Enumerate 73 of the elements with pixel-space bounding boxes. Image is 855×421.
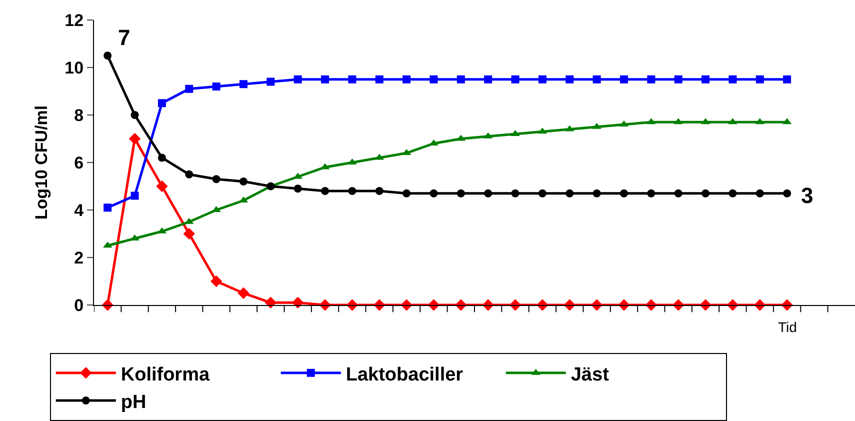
point [156, 180, 168, 192]
annotation: 7 [118, 25, 130, 50]
point [647, 189, 656, 198]
y-tick-label: 8 [74, 106, 84, 125]
point [728, 75, 737, 84]
point [128, 132, 141, 145]
point [130, 192, 139, 200]
legend-label: Laktobaciller [346, 364, 464, 386]
point [702, 75, 710, 84]
y-tick-label: 4 [74, 200, 84, 220]
point [456, 75, 465, 84]
point [620, 75, 628, 84]
y-tick-label: 12 [64, 10, 84, 30]
point [264, 296, 277, 308]
point [702, 189, 710, 198]
point [511, 189, 520, 198]
x-axis-title: Tid [778, 319, 797, 335]
point [402, 75, 411, 84]
point [158, 99, 166, 108]
point [728, 189, 737, 198]
point [375, 187, 384, 195]
point [266, 78, 275, 86]
point [130, 111, 139, 119]
point [104, 204, 112, 212]
legend-label: pH [120, 392, 146, 413]
point [212, 175, 220, 184]
y-axis-title: Log10 CFU/ml [32, 105, 52, 220]
point [783, 189, 792, 198]
point [592, 75, 601, 84]
point [238, 287, 250, 299]
point [321, 187, 330, 195]
point [484, 75, 492, 84]
point [566, 189, 574, 198]
y-tick-label: 6 [74, 153, 84, 172]
annotation: 3 [801, 183, 814, 208]
y-tick-label: 0 [74, 296, 84, 315]
point [292, 296, 304, 308]
point [375, 75, 384, 84]
point [294, 75, 302, 84]
point [592, 189, 601, 198]
point [185, 84, 194, 93]
point [212, 82, 220, 90]
point [674, 189, 682, 198]
point [294, 184, 302, 193]
point [210, 275, 222, 288]
point [239, 80, 248, 88]
point [647, 75, 656, 84]
point [456, 189, 465, 198]
point [783, 75, 792, 84]
point [430, 189, 438, 198]
point [430, 75, 438, 84]
point [511, 75, 520, 84]
point [239, 178, 248, 186]
point [321, 75, 330, 84]
point [566, 75, 574, 84]
point [104, 52, 112, 60]
point [348, 75, 356, 84]
point [348, 187, 356, 195]
point [756, 75, 764, 84]
point [158, 154, 166, 162]
legend-label: Koliforma [120, 364, 210, 386]
point [402, 189, 411, 198]
point [185, 170, 194, 178]
point [183, 228, 195, 240]
point [674, 75, 682, 84]
point [538, 75, 546, 84]
y-tick-label: 2 [74, 248, 84, 268]
point [620, 189, 628, 198]
point [538, 189, 546, 198]
point [484, 189, 492, 198]
legend-label: Jäst [570, 364, 610, 386]
point [756, 189, 764, 198]
y-tick-label: 10 [64, 58, 84, 78]
